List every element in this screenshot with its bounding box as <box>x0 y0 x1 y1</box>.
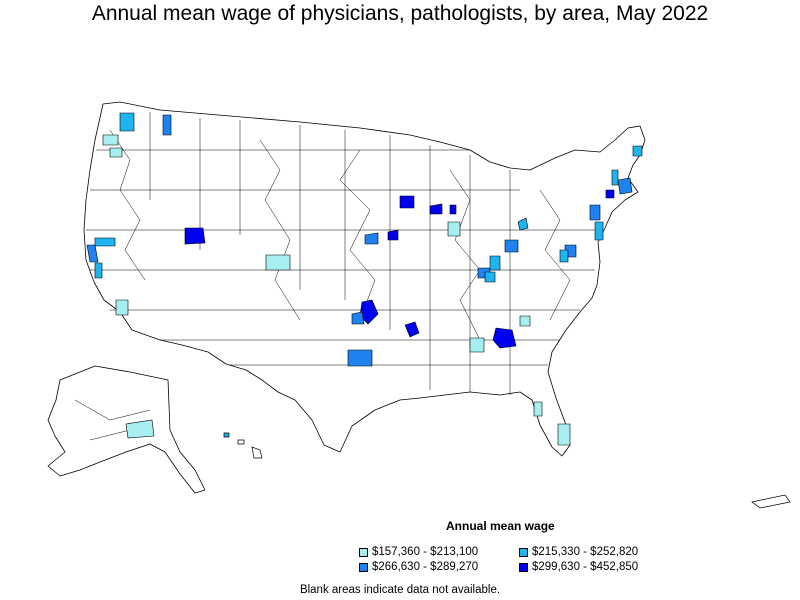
area-south-fl <box>557 423 571 446</box>
area-nebraska <box>364 232 379 245</box>
area-oregon <box>102 134 119 146</box>
legend-swatch-4 <box>519 562 528 572</box>
area-boston <box>617 177 633 195</box>
area-des-moines <box>387 229 399 241</box>
area-central-fl <box>533 401 543 417</box>
area-columbus <box>504 239 519 253</box>
area-illinois <box>447 221 461 237</box>
area-dallas <box>347 349 373 367</box>
area-seattle <box>119 112 135 132</box>
area-sacramento <box>94 237 116 247</box>
contiguous-us-outline <box>83 101 646 457</box>
legend-title: Annual mean wage <box>446 519 555 533</box>
legend-swatch-3 <box>359 562 368 572</box>
legend-label-1: $157,360 - $213,100 <box>372 546 479 558</box>
legend-swatch-1 <box>359 547 368 557</box>
area-hartford <box>605 189 615 199</box>
area-maine <box>632 145 643 157</box>
area-nh <box>611 169 619 186</box>
legend-label-3: $266,630 - $289,270 <box>372 561 479 573</box>
hawaii-island-2 <box>237 439 245 445</box>
hawaii-island-3 <box>251 446 263 459</box>
area-colorado-springs <box>265 254 291 271</box>
area-portland-or <box>109 147 123 158</box>
area-indianapolis <box>489 255 501 271</box>
area-denver <box>184 227 206 245</box>
legend-swatch-2 <box>519 547 528 557</box>
area-little-rock <box>404 321 420 338</box>
legend-item-3: $266,630 - $289,270 <box>359 561 478 573</box>
footnote: Blank areas indicate data not available. <box>299 584 501 596</box>
legend-item-1: $157,360 - $213,100 <box>359 546 478 558</box>
area-tulsa-2 <box>351 311 365 325</box>
area-norcal <box>86 244 99 263</box>
puerto-rico-outline <box>751 494 791 509</box>
area-philly <box>594 221 604 241</box>
area-erie <box>517 217 529 231</box>
area-atlanta <box>492 327 517 349</box>
map-title: Annual mean wage of physicians, patholog… <box>91 2 709 25</box>
area-cincinnati <box>484 271 496 283</box>
legend-item-4: $299,630 - $452,850 <box>519 561 638 573</box>
area-la <box>94 262 103 279</box>
area-alabama <box>469 337 485 353</box>
area-milwaukee <box>449 204 457 215</box>
area-san-diego <box>115 299 129 316</box>
hawaii-island-1 <box>223 432 230 438</box>
area-nc <box>519 315 531 327</box>
legend-label-4: $299,630 - $452,850 <box>532 561 639 573</box>
area-madison <box>429 203 443 215</box>
legend-item-2: $215,330 - $252,820 <box>519 546 638 558</box>
area-richmond <box>559 249 569 263</box>
area-ny <box>589 204 601 221</box>
area-minneapolis <box>399 195 415 209</box>
area-anchorage <box>125 419 155 439</box>
legend-label-2: $215,330 - $252,820 <box>532 546 639 558</box>
area-spokane <box>162 114 172 136</box>
